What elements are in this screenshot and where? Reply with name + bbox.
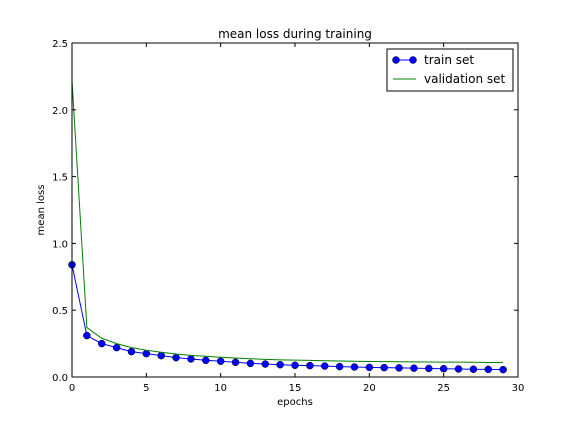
x-tick-label: 15 [289,383,302,394]
x-tick-label: 20 [363,383,376,394]
series-line-validation-set [71,80,504,364]
data-point-train-set [335,362,344,371]
data-point-train-set [320,362,329,370]
legend-marker-train-set-end [409,56,417,64]
data-point-train-set [142,349,151,358]
x-tick-label: 30 [512,383,525,394]
x-tick-label: 10 [214,383,227,394]
series-layer [68,80,507,374]
data-point-train-set [276,360,284,369]
y-tick-label: 0.5 [52,306,68,317]
data-point-train-set [261,360,270,368]
legend-marker-train-set [392,56,400,64]
data-point-train-set [425,364,433,373]
data-point-train-set [365,363,374,372]
data-point-train-set [172,353,180,362]
data-point-train-set [187,355,195,363]
y-tick-label: 2.5 [52,39,68,50]
data-point-train-set [499,365,507,374]
data-point-train-set [469,365,478,374]
x-tick-label: 0 [69,383,75,394]
plot-frame [71,42,519,378]
data-point-train-set [291,361,299,369]
data-point-train-set [83,331,91,340]
data-point-train-set [380,363,388,372]
data-point-train-set [127,347,136,356]
legend-label-validation-set: validation set [424,72,506,86]
data-point-train-set [157,351,165,360]
y-tick-label: 1.5 [52,173,68,184]
data-point-train-set [112,343,121,352]
data-point-train-set [97,339,106,348]
legend-box [386,48,514,92]
data-point-train-set [484,365,493,374]
y-tick-label: 1.0 [52,239,68,250]
data-point-train-set [410,364,418,372]
data-point-train-set [439,364,448,373]
legend-label-train-set: train set [424,53,474,67]
data-point-train-set [395,364,403,372]
legend: train set validation set [386,48,514,92]
data-point-train-set [231,358,240,367]
data-point-train-set [350,363,359,371]
data-point-train-set [202,356,210,365]
x-tick-label: 25 [437,383,450,394]
y-tick-label: 2.0 [52,106,68,117]
data-point-train-set [306,361,314,370]
y-tick-label: 0.0 [52,373,68,384]
data-point-train-set [246,359,255,368]
x-tick-label: 5 [143,383,149,394]
data-point-train-set [454,365,463,373]
x-axis-label: epochs [277,397,313,408]
data-point-train-set [216,357,225,365]
y-axis-label: mean loss [36,185,47,236]
chart-title: mean loss during training [218,27,372,41]
